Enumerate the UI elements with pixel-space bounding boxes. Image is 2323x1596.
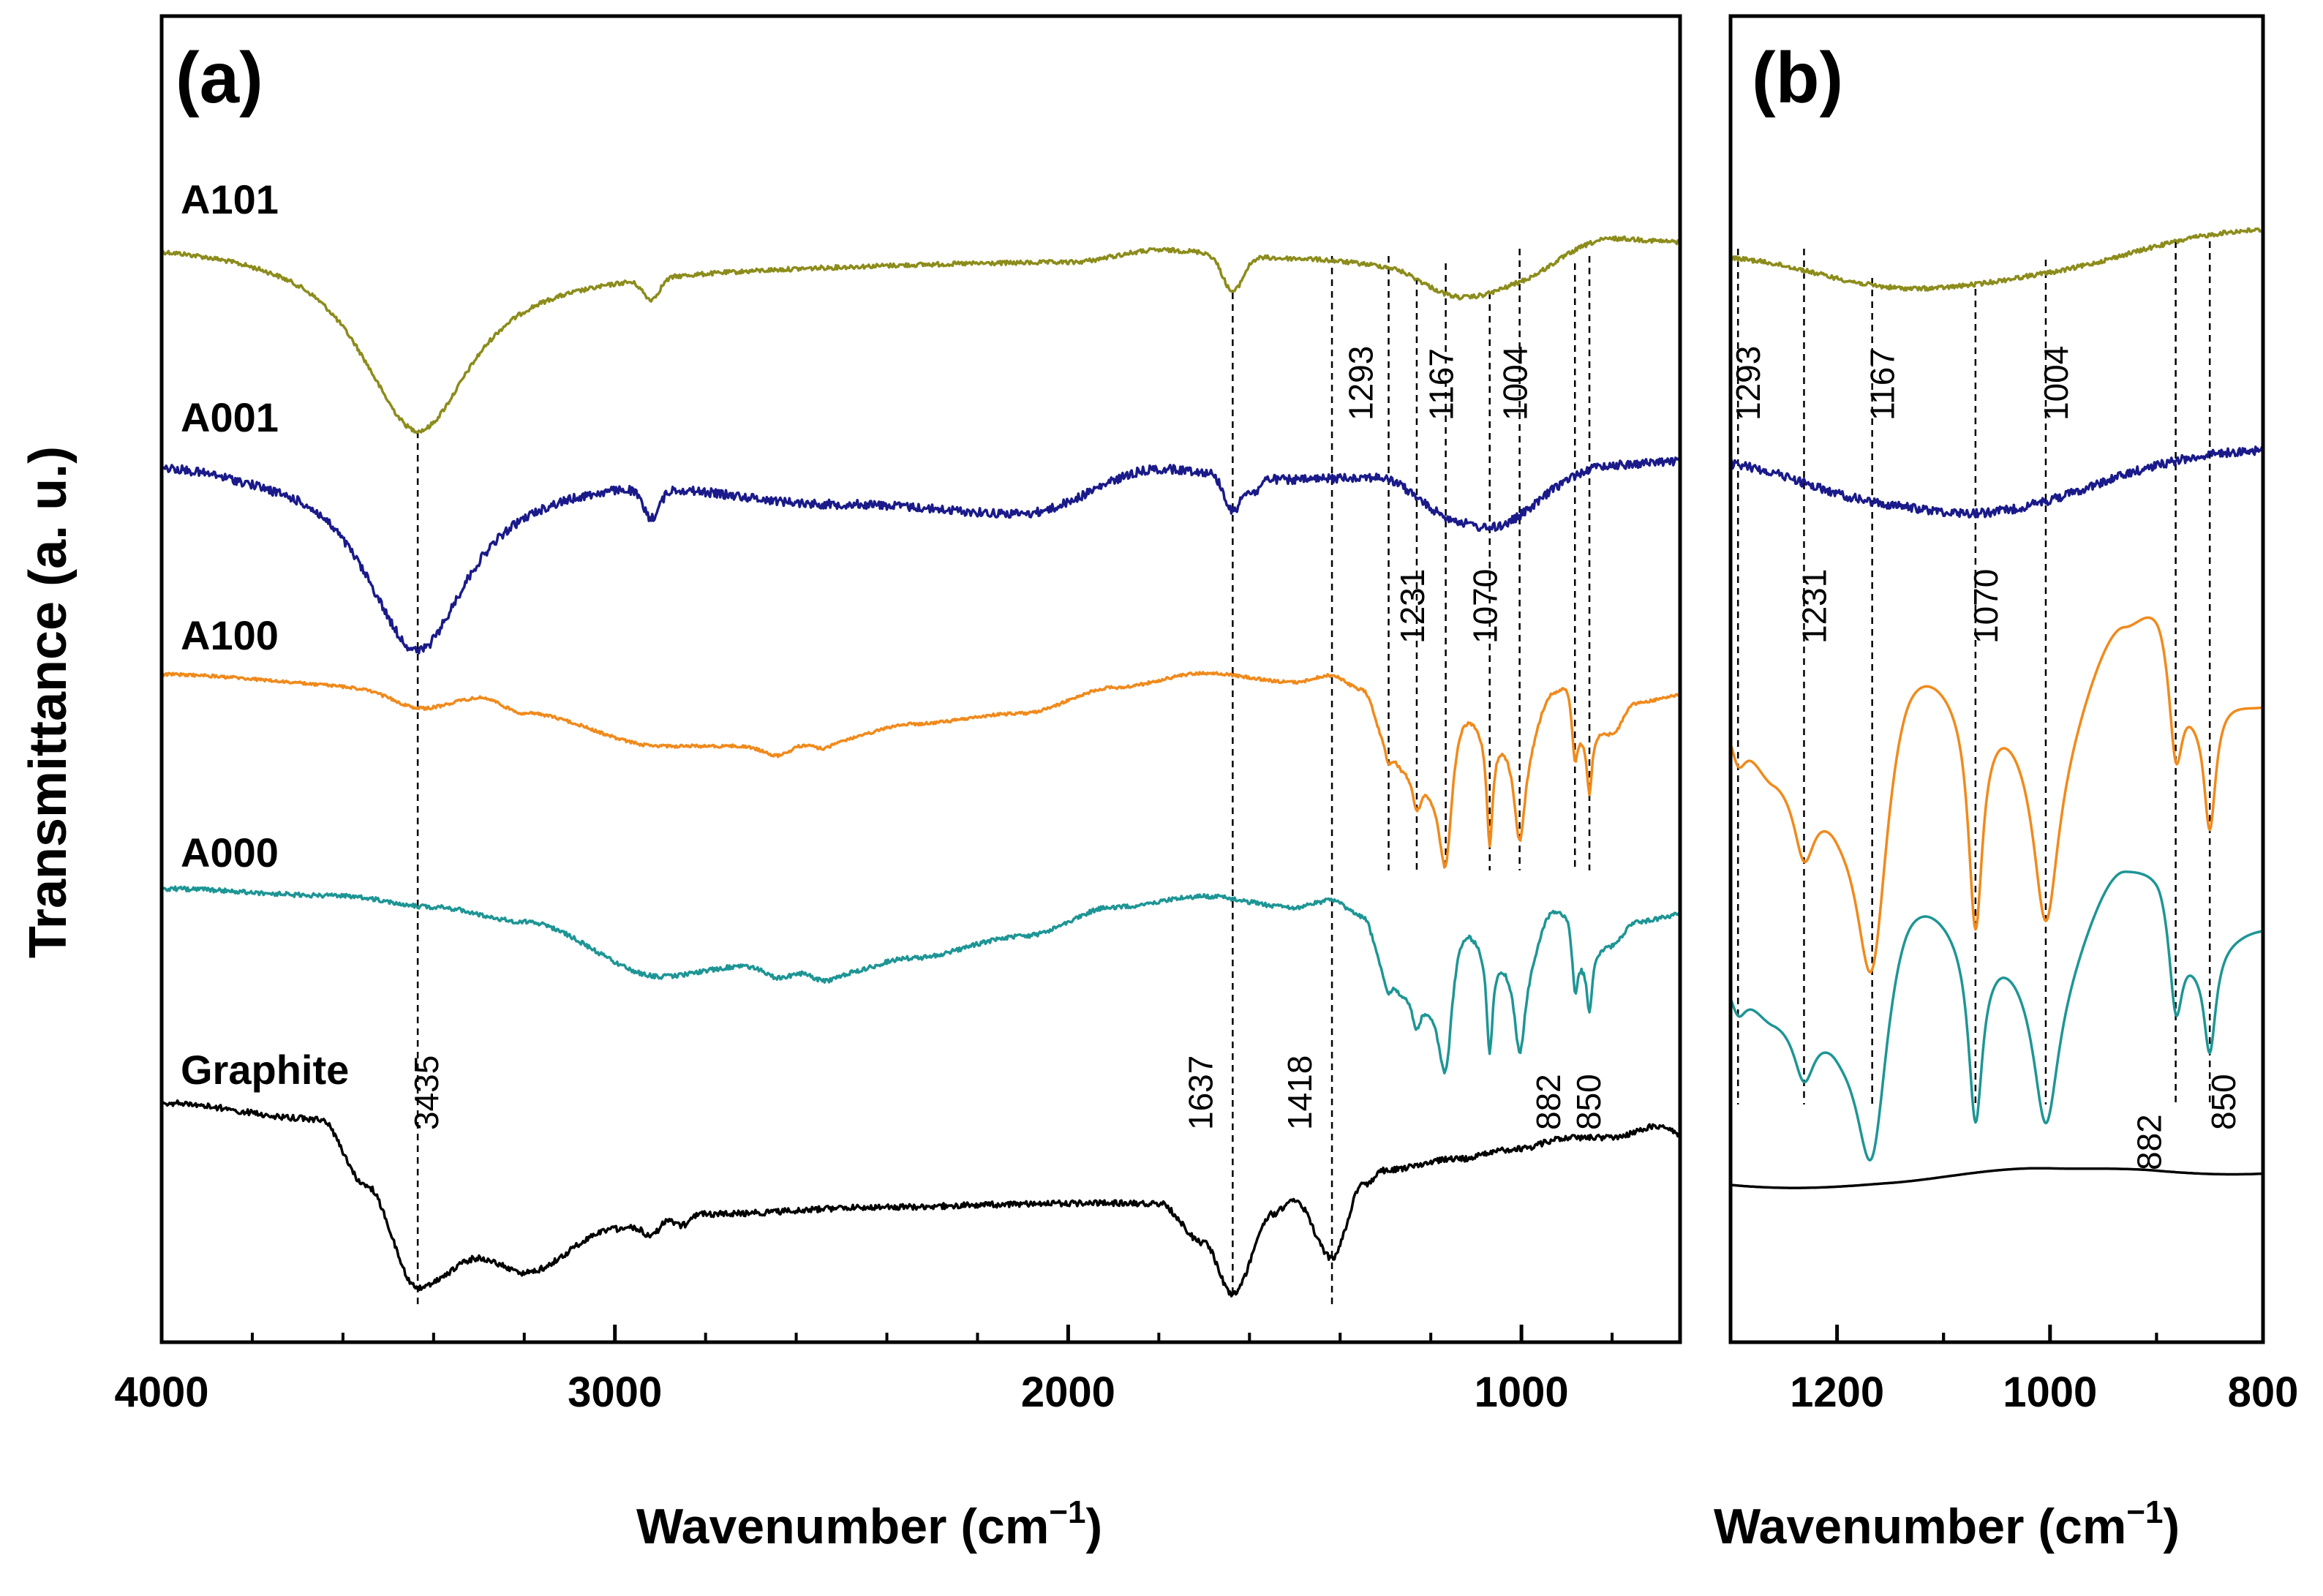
x-tick-label: 4000 xyxy=(114,1369,208,1416)
series-line-b-a101 xyxy=(1729,227,2264,292)
peak-label-850: 850 xyxy=(1570,1074,1608,1130)
peak-label-b-850: 850 xyxy=(2205,1074,2243,1130)
x-tick-label: 2000 xyxy=(1021,1369,1115,1416)
panel-a-x-axis-label: Wavenumber (cm−1) xyxy=(636,1494,1102,1554)
series-label-a001: A001 xyxy=(181,394,279,440)
panel-a-label: (a) xyxy=(176,37,263,118)
peak-label-b-1167: 1167 xyxy=(1864,348,1902,421)
series-label-a101: A101 xyxy=(181,176,279,222)
peak-label-1293: 1293 xyxy=(1342,346,1380,421)
series-label-a100: A100 xyxy=(181,612,279,658)
x-tick-label: 800 xyxy=(2228,1369,2299,1416)
series-line-a-a000 xyxy=(160,885,1682,1074)
panel-b-x-ticks: 1200 1000 800 xyxy=(1729,1325,2299,1416)
panel-a-peak-labels: 3435 1637 1418 1293 1231 1167 1070 1004 882 850 xyxy=(407,346,1608,1130)
panel-a: 4000 3000 2000 1000 (a) Wavenumber (cm−1) T… xyxy=(19,14,1682,1554)
panel-b: 1200 1000 800 (b) Wavenumber (cm−1) 129312… xyxy=(1714,14,2299,1554)
panel-a-series xyxy=(160,235,1682,1298)
series-line-b-a000 xyxy=(1729,870,2264,1162)
peak-label-1637: 1637 xyxy=(1181,1055,1219,1130)
series-label-a000: A000 xyxy=(181,829,279,876)
panel-a-reference-lines xyxy=(416,249,1591,1309)
series-line-b-graphite xyxy=(1730,1167,2264,1189)
peak-label-1231: 1231 xyxy=(1393,569,1431,644)
x-tick-label: 3000 xyxy=(568,1369,662,1416)
peak-label-b-1070: 1070 xyxy=(1967,569,2005,644)
series-line-a-a101 xyxy=(160,235,1682,434)
peak-label-882: 882 xyxy=(1529,1074,1567,1130)
peak-label-1070: 1070 xyxy=(1467,569,1505,644)
peak-label-3435: 3435 xyxy=(407,1055,445,1130)
peak-label-1418: 1418 xyxy=(1281,1055,1319,1130)
peak-label-b-882: 882 xyxy=(2131,1114,2169,1170)
panel-a-x-ticks: 4000 3000 2000 1000 xyxy=(114,1325,1614,1416)
panel-a-series-labels: A101 A001 A100 A000 Graphite xyxy=(181,176,349,1093)
panel-b-x-axis-label: Wavenumber (cm−1) xyxy=(1714,1494,2180,1554)
peak-label-b-1231: 1231 xyxy=(1795,569,1833,644)
panel-b-peak-labels: 1293 1231 1167 1070 1004 882 850 xyxy=(1729,346,2243,1170)
peak-label-1167: 1167 xyxy=(1423,348,1461,421)
series-line-b-a100 xyxy=(1729,616,2264,974)
panel-a-plot-frame xyxy=(159,14,1682,1344)
x-tick-label: 1000 xyxy=(2003,1369,2097,1416)
series-line-a-a100 xyxy=(160,671,1681,869)
panel-b-label: (b) xyxy=(1752,37,1843,118)
panel-b-series xyxy=(1729,227,2264,1189)
series-line-a-a001 xyxy=(160,456,1682,655)
peak-label-1004: 1004 xyxy=(1496,346,1535,421)
peak-label-b-1293: 1293 xyxy=(1729,346,1767,421)
x-tick-label: 1000 xyxy=(1475,1369,1569,1416)
panel-b-plot-frame xyxy=(1728,14,2265,1344)
series-line-b-a001 xyxy=(1729,445,2264,519)
y-axis-label: Transmittance (a. u.) xyxy=(19,446,78,958)
x-tick-label: 1200 xyxy=(1790,1369,1884,1416)
peak-label-b-1004: 1004 xyxy=(2037,346,2075,421)
series-label-graphite: Graphite xyxy=(181,1047,349,1093)
series-line-a-graphite xyxy=(160,1099,1682,1298)
panel-b-reference-lines xyxy=(1736,241,2211,1104)
